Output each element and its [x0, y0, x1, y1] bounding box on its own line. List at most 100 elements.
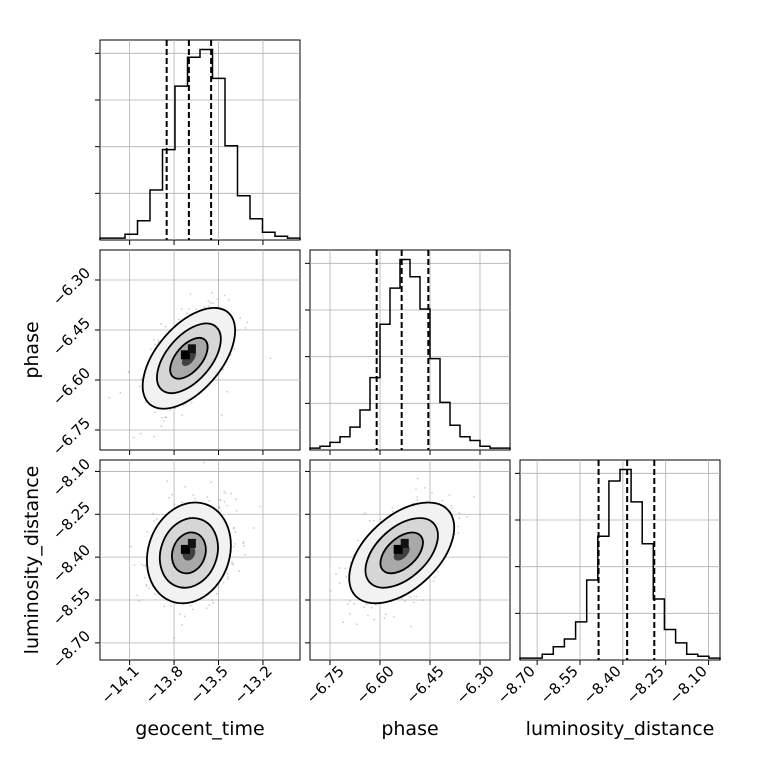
sample-point [208, 500, 211, 502]
sample-point [223, 490, 226, 493]
contour-line [364, 517, 439, 589]
sample-point [338, 582, 341, 584]
ytick-label-distance: −8.55 [49, 584, 94, 629]
ylabel-phase: phase [21, 321, 43, 378]
xtick-label-distance: −8.70 [494, 662, 539, 707]
sample-point [182, 404, 185, 407]
sample-point [164, 325, 167, 328]
sample-point [222, 581, 225, 584]
sample-point [230, 492, 233, 495]
sample-point [338, 567, 341, 569]
sample-point [189, 604, 192, 607]
sample-point [379, 518, 382, 520]
xtick-label-distance: −8.40 [580, 662, 625, 707]
xtick-label-geocent-time: −13.2 [231, 662, 276, 707]
sample-point [227, 578, 229, 580]
sample-point [173, 503, 176, 506]
sample-point [356, 623, 358, 626]
sample-point [451, 507, 453, 509]
sample-point [391, 507, 394, 509]
sample-point [416, 496, 419, 498]
sample-point [370, 606, 373, 609]
sample-point [239, 317, 242, 319]
sample-point [242, 542, 245, 545]
sample-point [160, 323, 162, 325]
sample-point [144, 564, 147, 567]
sample-point [363, 606, 365, 609]
xtick-label-phase: −6.30 [453, 662, 498, 707]
sample-point [146, 530, 149, 533]
sample-point [153, 520, 156, 522]
sample-point [192, 608, 194, 611]
sample-point [384, 613, 387, 616]
sample-point [450, 504, 453, 507]
xtick-label-phase: −6.45 [403, 662, 448, 707]
sample-point [252, 527, 255, 529]
sample-point [258, 505, 261, 508]
sample-point [373, 618, 376, 621]
sample-point [140, 563, 143, 566]
sample-point [211, 302, 214, 304]
sample-point [160, 425, 163, 428]
sample-point [348, 600, 351, 602]
panel-frame-phase-hist [309, 249, 511, 451]
sample-point [149, 348, 152, 351]
ytick-label-phase: −6.60 [49, 364, 94, 409]
contour-line [158, 517, 219, 589]
sample-point [234, 531, 237, 534]
sample-point [211, 292, 213, 294]
xtick-label-phase: −6.75 [303, 662, 348, 707]
sample-point [190, 401, 193, 404]
sample-point [223, 500, 226, 503]
sample-point [457, 525, 460, 528]
sample-point [138, 600, 141, 603]
sample-point [203, 461, 205, 464]
sample-point [215, 592, 218, 595]
sample-point [218, 498, 221, 501]
sample-point [194, 498, 196, 500]
sample-point [163, 420, 165, 422]
sample-point [344, 567, 347, 570]
ytick-label-phase: −6.45 [49, 314, 94, 359]
sample-point [183, 615, 186, 618]
histogram-phase [309, 258, 511, 450]
sample-point [130, 545, 133, 548]
sample-point [184, 485, 187, 488]
xtick-label-distance: −8.25 [623, 662, 668, 707]
sample-point [154, 343, 156, 346]
sample-point [210, 481, 213, 483]
sample-point [211, 599, 213, 601]
histogram-luminosity-distance [519, 468, 721, 660]
panel-frame-distance-vs-phase [309, 459, 511, 661]
sample-point [139, 432, 142, 435]
ytick-label-phase: −6.75 [49, 414, 94, 459]
sample-point [153, 435, 156, 438]
ytick-label-distance: −8.40 [49, 541, 94, 586]
sample-point [392, 510, 394, 513]
contour-line [348, 501, 456, 605]
contour-line [171, 531, 207, 575]
sample-point [185, 312, 188, 315]
sample-point [233, 526, 236, 529]
sample-point [226, 390, 229, 393]
sample-point [181, 414, 184, 416]
sample-point [347, 603, 349, 605]
sample-point [243, 544, 245, 547]
sample-point [195, 308, 198, 311]
sample-point [226, 572, 229, 575]
contour-line [156, 322, 222, 394]
sample-point [422, 599, 424, 602]
sample-point [353, 602, 356, 605]
xtick-label-geocent-time: −13.5 [187, 662, 232, 707]
sample-point [157, 339, 160, 342]
sample-point [244, 327, 247, 329]
sample-point [242, 540, 245, 543]
xtick-label-geocent-time: −13.8 [142, 662, 187, 707]
sample-point [235, 510, 238, 512]
panel-frame-phase-vs-geocent-time [99, 249, 301, 451]
density-peak [400, 538, 409, 548]
sample-point [383, 617, 386, 620]
sample-point [368, 519, 371, 522]
sample-point [140, 378, 143, 381]
